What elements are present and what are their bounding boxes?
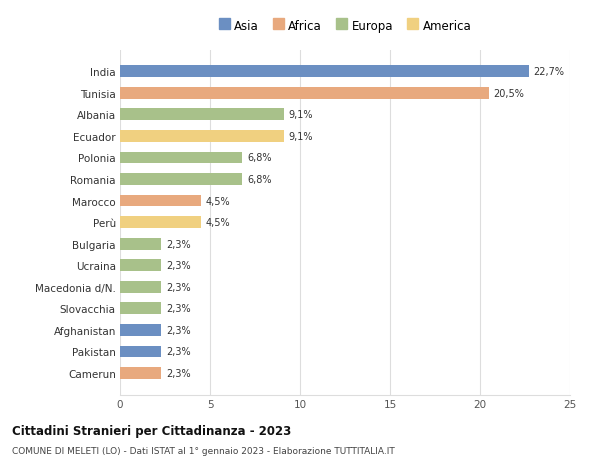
Text: 2,3%: 2,3% — [166, 304, 191, 313]
Text: 2,3%: 2,3% — [166, 347, 191, 357]
Bar — [120, 281, 161, 293]
Text: Cittadini Stranieri per Cittadinanza - 2023: Cittadini Stranieri per Cittadinanza - 2… — [12, 425, 291, 437]
Bar — [120, 324, 161, 336]
Text: 2,3%: 2,3% — [166, 282, 191, 292]
Bar — [120, 217, 201, 229]
Text: 4,5%: 4,5% — [205, 196, 230, 206]
Bar — [120, 303, 161, 314]
Text: 22,7%: 22,7% — [533, 67, 564, 77]
Bar — [120, 109, 284, 121]
Bar — [120, 260, 161, 272]
Text: 2,3%: 2,3% — [166, 261, 191, 271]
Text: 2,3%: 2,3% — [166, 239, 191, 249]
Text: 2,3%: 2,3% — [166, 325, 191, 335]
Legend: Asia, Africa, Europa, America: Asia, Africa, Europa, America — [214, 15, 476, 38]
Bar — [120, 238, 161, 250]
Text: 4,5%: 4,5% — [205, 218, 230, 228]
Bar — [120, 131, 284, 142]
Bar — [120, 88, 489, 100]
Bar — [120, 195, 201, 207]
Text: 2,3%: 2,3% — [166, 368, 191, 378]
Text: 6,8%: 6,8% — [247, 153, 271, 163]
Text: 20,5%: 20,5% — [493, 89, 524, 99]
Bar — [120, 367, 161, 379]
Bar — [120, 346, 161, 358]
Text: 9,1%: 9,1% — [288, 110, 313, 120]
Bar — [120, 174, 242, 185]
Bar — [120, 66, 529, 78]
Text: 6,8%: 6,8% — [247, 174, 271, 185]
Text: 9,1%: 9,1% — [288, 132, 313, 141]
Bar — [120, 152, 242, 164]
Text: COMUNE DI MELETI (LO) - Dati ISTAT al 1° gennaio 2023 - Elaborazione TUTTITALIA.: COMUNE DI MELETI (LO) - Dati ISTAT al 1°… — [12, 446, 395, 455]
